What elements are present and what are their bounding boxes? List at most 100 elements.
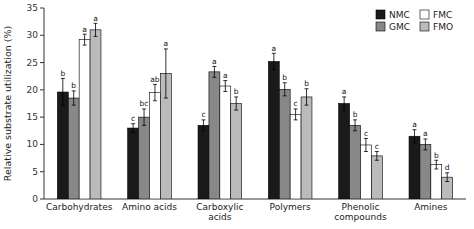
bar (231, 104, 242, 200)
error-cap (294, 108, 298, 109)
letter-label: a (412, 120, 417, 129)
letter-label: c (131, 114, 135, 123)
bar (431, 165, 442, 199)
error-cap (353, 119, 357, 120)
error-cap (445, 172, 449, 173)
bar (68, 98, 79, 199)
letter-label: c (201, 110, 205, 119)
error-line (214, 66, 215, 77)
y-tick-label: 35 (27, 3, 38, 13)
error-line (284, 83, 285, 96)
error-line (225, 81, 226, 92)
letter-label: b (60, 69, 65, 78)
error-cap (342, 110, 346, 111)
letter-label: b (71, 81, 76, 90)
error-cap (412, 129, 416, 130)
error-cap (142, 108, 146, 109)
bar (339, 104, 350, 200)
bar (301, 97, 312, 199)
error-bar (445, 173, 449, 182)
bar (350, 125, 361, 199)
bar (198, 125, 209, 199)
error-cap (272, 53, 276, 54)
error-line (414, 130, 415, 143)
error-bar (294, 109, 298, 120)
letter-label: a (212, 57, 217, 66)
bar (361, 145, 372, 199)
error-line (154, 84, 155, 100)
error-cap (305, 105, 309, 106)
error-line (365, 138, 366, 151)
error-cap (283, 82, 287, 83)
error-cap (305, 88, 309, 89)
error-cap (423, 149, 427, 150)
error-cap (412, 142, 416, 143)
x-tick-label: Polymers (270, 202, 311, 212)
error-bar (434, 160, 438, 169)
y-tick-label: 5 (32, 167, 38, 177)
error-cap (223, 91, 227, 92)
legend-label: GMC (389, 22, 410, 32)
error-cap (375, 160, 379, 161)
legend-swatch (420, 22, 429, 31)
y-tick (40, 8, 44, 9)
error-line (273, 53, 274, 69)
x-tick-label-line: acids (208, 212, 232, 222)
error-bar (412, 130, 416, 143)
error-cap (375, 151, 379, 152)
legend: NMCGMCFMCFMO (376, 10, 453, 32)
error-line (133, 124, 134, 133)
error-cap (131, 132, 135, 133)
error-cap (212, 66, 216, 67)
error-bar (212, 66, 216, 77)
bars (57, 23, 452, 199)
legend-label: NMC (389, 10, 410, 20)
bar (371, 156, 382, 199)
error-cap (201, 130, 205, 131)
x-tick-label-line: Amino acids (122, 202, 177, 212)
error-bar (72, 91, 76, 105)
error-cap (153, 84, 157, 85)
error-line (95, 23, 96, 36)
error-line (344, 97, 345, 110)
error-line (84, 34, 85, 45)
letter-label: c (364, 129, 368, 138)
y-tick (40, 117, 44, 118)
error-cap (201, 119, 205, 120)
y-tick (40, 171, 44, 172)
x-tick-label: Carboxylicacids (196, 202, 243, 222)
error-line (203, 120, 204, 131)
error-cap (234, 110, 238, 111)
error-bar (164, 49, 168, 98)
letter-label: b (234, 87, 239, 96)
error-bar (94, 23, 98, 36)
error-bar (142, 109, 146, 125)
bar (150, 93, 161, 199)
bar (268, 61, 279, 199)
x-tick-label-line: Carbohydrates (46, 202, 113, 212)
legend-label: FMO (433, 22, 453, 32)
error-bar (423, 139, 427, 150)
y-tick (40, 199, 44, 200)
x-tick-label-line: Carboxylic (196, 202, 243, 212)
error-line (355, 120, 356, 131)
legend-swatch (420, 10, 429, 19)
y-tick-label: 30 (27, 30, 39, 40)
bar (290, 114, 301, 199)
error-bar (364, 138, 368, 151)
bar (220, 86, 231, 199)
error-cap (353, 130, 357, 131)
letter-label: b (353, 110, 358, 119)
error-cap (61, 78, 65, 79)
y-tick-label: 10 (27, 139, 39, 149)
letter-label: ab (150, 75, 160, 84)
y-tick-label: 15 (27, 112, 38, 122)
error-cap (294, 119, 298, 120)
error-cap (83, 45, 87, 46)
error-line (425, 139, 426, 150)
error-line (447, 173, 448, 182)
letter-label: b (304, 79, 309, 88)
x-tick-label-line: Amines (414, 202, 448, 212)
error-cap (83, 34, 87, 35)
y-axis: 05101520253035 (27, 3, 44, 204)
